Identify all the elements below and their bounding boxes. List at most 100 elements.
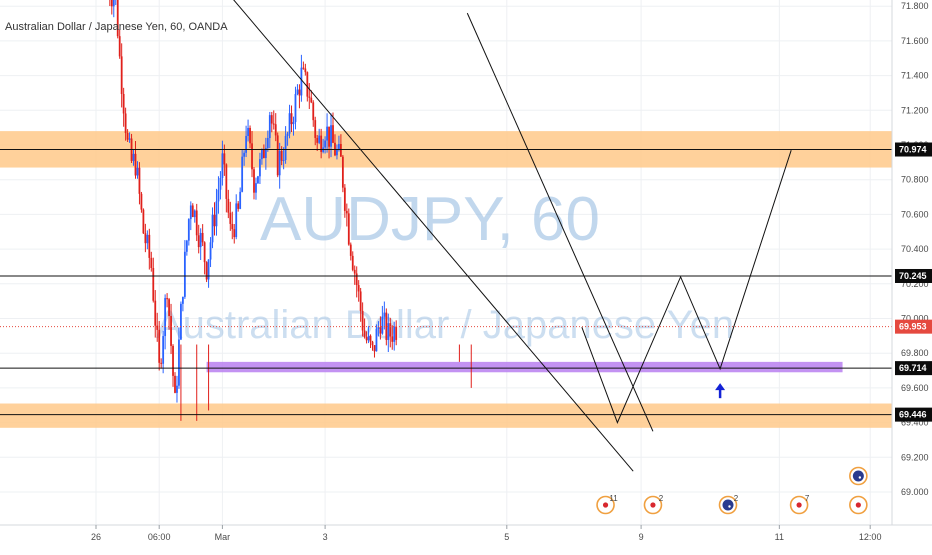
candle-body bbox=[296, 89, 299, 95]
candle-body bbox=[209, 242, 212, 260]
candle-body bbox=[308, 96, 311, 98]
candle-body bbox=[215, 201, 218, 227]
candle-body bbox=[324, 140, 326, 148]
candle-body bbox=[373, 345, 376, 352]
candle-body bbox=[193, 210, 196, 218]
price-tick-label: 70.000 bbox=[901, 314, 929, 324]
candle-body bbox=[340, 143, 342, 157]
candle-body bbox=[138, 167, 141, 194]
price-zones bbox=[0, 131, 892, 428]
candle-body bbox=[310, 97, 313, 103]
time-tick-label: Mar bbox=[215, 532, 231, 542]
candle-body bbox=[239, 191, 242, 209]
candle-body bbox=[371, 341, 374, 346]
current-price-tag-bg bbox=[895, 319, 932, 334]
candle-body bbox=[338, 143, 340, 150]
watermark: AUDJPY, 60 Australian Dollar / Japanese … bbox=[156, 185, 734, 347]
time-tick-label: 9 bbox=[639, 532, 644, 542]
grid bbox=[0, 0, 892, 525]
candle-body bbox=[270, 115, 273, 124]
candle-body bbox=[328, 126, 330, 147]
level-price-tag: 69.714 bbox=[899, 363, 927, 373]
australia-flag-star-icon bbox=[728, 505, 731, 508]
candle-body bbox=[361, 310, 364, 331]
candle-body bbox=[336, 149, 338, 156]
candle-body bbox=[314, 120, 317, 138]
candle-body bbox=[199, 232, 202, 248]
candle-body bbox=[326, 126, 328, 141]
candle-body bbox=[259, 159, 261, 177]
candle-body bbox=[264, 147, 267, 158]
candle-body bbox=[231, 223, 234, 230]
candle-body bbox=[288, 113, 291, 134]
price-tick-label: 70.200 bbox=[901, 279, 929, 289]
candle-body bbox=[330, 125, 332, 147]
candle-body bbox=[377, 327, 380, 329]
candle-body bbox=[266, 138, 269, 148]
price-axis[interactable]: 69.000 69.200 69.400 69.600 69.800 70.000 70.2… bbox=[901, 1, 929, 497]
candle-body bbox=[187, 219, 190, 241]
candle-body bbox=[140, 193, 143, 210]
candle-body bbox=[383, 312, 386, 317]
candle-body bbox=[262, 149, 265, 158]
candle-body bbox=[154, 300, 157, 326]
candle-body bbox=[118, 36, 121, 57]
price-tick-label: 71.400 bbox=[901, 71, 929, 81]
candle-body bbox=[249, 127, 251, 144]
candle-body bbox=[221, 153, 224, 178]
watermark-description: Australian Dollar / Japanese Yen bbox=[156, 303, 734, 347]
candle-body bbox=[298, 89, 301, 96]
candle-body bbox=[345, 210, 348, 214]
candle-body bbox=[294, 94, 297, 123]
time-tick-label: 5 bbox=[504, 532, 509, 542]
australia-flag-field-icon bbox=[852, 470, 864, 482]
event-count: 11 bbox=[609, 494, 618, 503]
level-price-tag-bg bbox=[895, 361, 932, 376]
level-price-tag: 69.446 bbox=[899, 410, 927, 420]
candle-body bbox=[393, 326, 396, 342]
event-count: 2 bbox=[734, 494, 739, 503]
candle-body bbox=[183, 251, 186, 297]
candle-body bbox=[213, 214, 216, 227]
candle-body bbox=[203, 242, 206, 263]
candle-body bbox=[146, 234, 149, 244]
candle-body bbox=[158, 329, 161, 363]
candle-body bbox=[375, 328, 378, 352]
australia-flag-star-icon bbox=[858, 476, 862, 479]
candle-body bbox=[128, 138, 131, 140]
candle-body bbox=[312, 102, 315, 121]
time-tick-label: 26 bbox=[91, 532, 101, 542]
candle-body bbox=[241, 156, 244, 192]
candle-body bbox=[235, 203, 238, 238]
price-tick-label: 69.400 bbox=[901, 418, 929, 428]
candle-body bbox=[302, 67, 305, 69]
candle-body bbox=[223, 153, 226, 165]
current-price-tag: 69.953 bbox=[899, 322, 927, 332]
candle-body bbox=[168, 299, 170, 317]
price-tick-label: 69.600 bbox=[901, 383, 929, 393]
candle-body bbox=[391, 336, 394, 342]
candle-body bbox=[166, 298, 168, 300]
candle-body bbox=[395, 326, 398, 340]
candle-body bbox=[280, 151, 283, 161]
candle-body bbox=[191, 205, 194, 218]
candle-body bbox=[365, 337, 368, 341]
level-price-tag-bg bbox=[895, 268, 932, 283]
candle-body bbox=[142, 209, 145, 234]
candle-body bbox=[284, 135, 287, 160]
time-axis-background bbox=[0, 525, 932, 550]
candle-body bbox=[247, 127, 249, 136]
time-tick-label: 11 bbox=[775, 532, 784, 542]
zone-support bbox=[0, 403, 892, 428]
price-axis-background bbox=[892, 0, 932, 525]
price-tick-label: 70.400 bbox=[901, 244, 929, 254]
candle-body bbox=[261, 149, 263, 160]
price-tick-label: 71.600 bbox=[901, 36, 929, 46]
candle-body bbox=[174, 375, 176, 393]
candle-body bbox=[185, 240, 188, 252]
candle-body bbox=[257, 176, 259, 184]
candle-body bbox=[132, 153, 135, 161]
event-icons: 11 2 2 7 bbox=[596, 466, 868, 515]
